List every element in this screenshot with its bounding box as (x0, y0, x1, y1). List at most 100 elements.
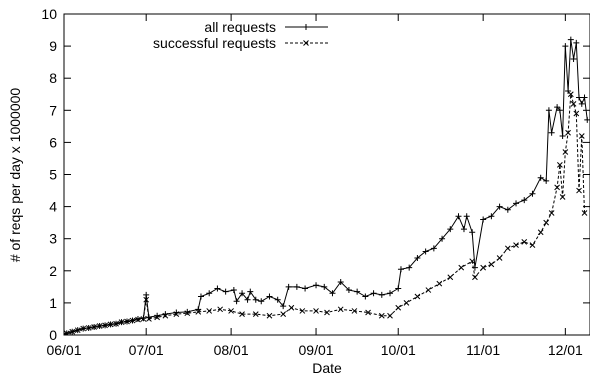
data-point (365, 309, 371, 316)
series-line (64, 39, 588, 335)
x-tick-label: 08/01 (214, 342, 249, 358)
x-tick-label: 10/01 (381, 342, 416, 358)
series-all-requests (64, 36, 590, 335)
data-point (521, 239, 528, 245)
data-point (496, 255, 503, 261)
data-point (354, 288, 361, 295)
data-point (124, 318, 130, 325)
data-point (324, 309, 330, 316)
data-point (258, 298, 265, 305)
data-point (565, 88, 572, 95)
y-tick-label: 6 (49, 134, 57, 150)
data-point (425, 287, 432, 293)
data-point (154, 314, 160, 321)
y-tick-label: 4 (49, 199, 57, 215)
data-point (69, 328, 76, 335)
data-point (504, 245, 511, 252)
data-point (584, 116, 590, 123)
data-point (329, 290, 336, 297)
data-point (469, 229, 476, 236)
data-point (460, 226, 467, 233)
data-point (337, 306, 344, 313)
x-tick-label: 11/01 (466, 342, 500, 358)
data-point (436, 280, 443, 287)
data-point (85, 325, 92, 331)
data-point (280, 303, 287, 310)
data-point (313, 282, 320, 289)
data-point (206, 308, 213, 314)
data-point (422, 248, 429, 255)
data-point (395, 304, 402, 311)
data-point (351, 308, 358, 314)
x-tick-label: 06/01 (46, 342, 81, 358)
y-tick-label: 7 (49, 102, 57, 118)
data-point (313, 308, 319, 314)
data-point (573, 110, 580, 117)
data-point (545, 107, 552, 114)
data-point (378, 291, 385, 298)
data-point (488, 261, 495, 268)
data-point (447, 274, 454, 281)
data-point (567, 36, 574, 43)
data-point (252, 296, 259, 303)
data-point (556, 107, 563, 114)
legend-label: successful requests (153, 35, 276, 51)
data-point (469, 258, 476, 265)
data-point (195, 309, 202, 315)
x-axis-title: Date (312, 360, 342, 376)
data-point (414, 254, 421, 261)
data-point (559, 194, 566, 200)
data-point (217, 306, 224, 313)
data-point (557, 162, 563, 168)
data-point (554, 104, 561, 111)
data-point (578, 133, 585, 139)
data-point (173, 311, 180, 317)
data-point (378, 312, 385, 319)
data-point (395, 285, 402, 292)
data-point (513, 242, 519, 248)
data-point (439, 235, 446, 242)
data-point (562, 149, 569, 155)
data-point (576, 187, 582, 194)
data-point (247, 288, 254, 295)
data-point (239, 311, 245, 317)
data-point (252, 311, 259, 317)
data-point (184, 310, 191, 317)
data-point (455, 213, 462, 220)
data-point (129, 317, 136, 324)
data-point (480, 216, 487, 223)
y-tick-label: 3 (49, 231, 57, 247)
data-point (64, 330, 70, 335)
series-successful-requests (64, 91, 588, 335)
data-point (573, 39, 580, 46)
data-point (118, 319, 125, 326)
data-point (480, 264, 487, 271)
y-tick-label: 5 (49, 167, 57, 183)
data-point (299, 308, 306, 314)
data-point (143, 296, 150, 303)
data-point (578, 100, 585, 107)
data-point (548, 210, 555, 216)
data-point (430, 245, 437, 252)
data-point (64, 332, 67, 335)
data-point (387, 290, 394, 297)
data-point (113, 320, 119, 327)
data-point (496, 203, 503, 210)
y-tick-label: 8 (49, 70, 57, 86)
data-point (543, 177, 550, 184)
data-point (576, 94, 583, 101)
data-point (529, 190, 536, 197)
data-point (146, 316, 152, 322)
data-point (303, 40, 309, 46)
data-point (370, 290, 377, 297)
data-point (303, 24, 309, 30)
data-point (206, 290, 213, 297)
data-point (447, 226, 454, 233)
data-point (285, 283, 292, 290)
y-tick-label: 2 (49, 263, 57, 279)
y-axis-title: # of reqs per day x 1000000 (7, 88, 23, 263)
data-point (362, 293, 369, 300)
data-point (162, 312, 169, 319)
